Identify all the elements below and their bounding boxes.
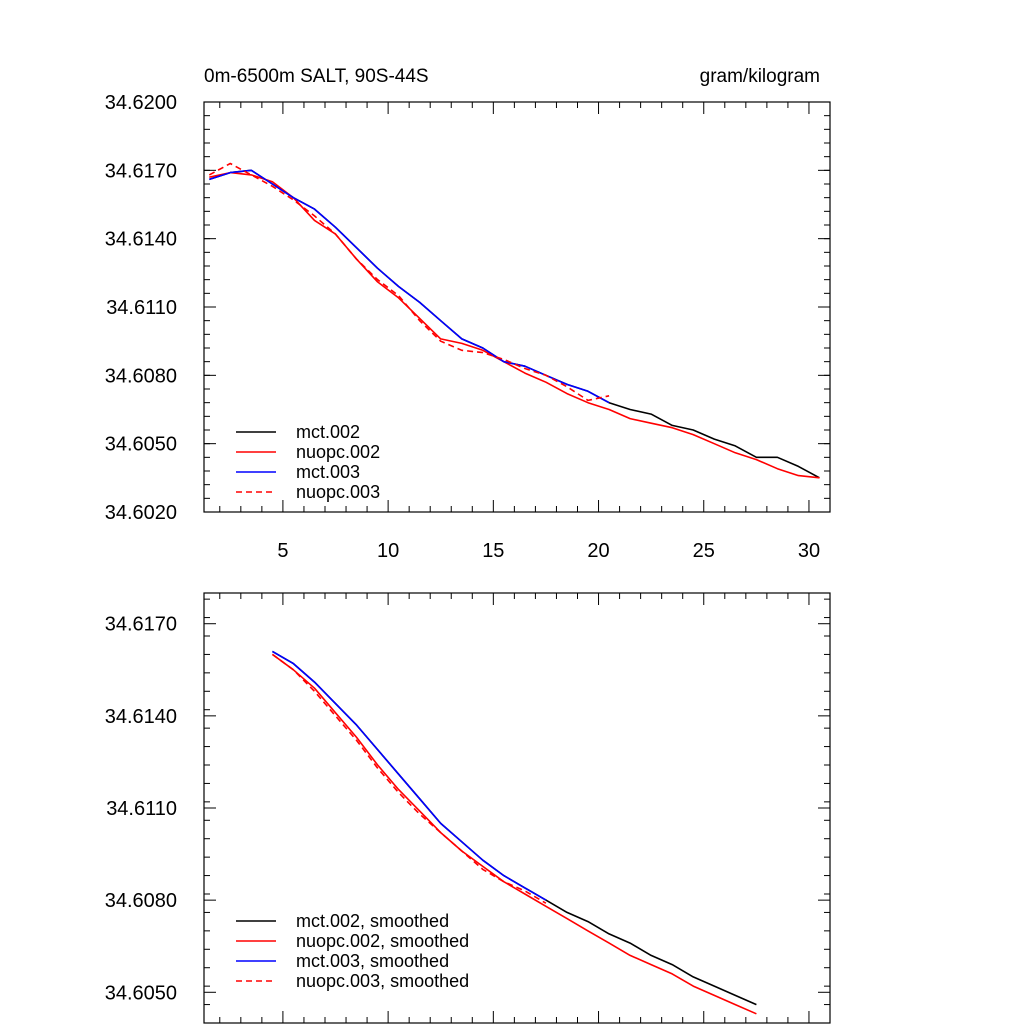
bottom-series-line-2 [271,650,547,901]
bottom-panel: 34.6050 34.6080 34.6110 34.6140 34.6170 mct.… [105,592,831,1024]
top-x-tick-label: 10 [377,540,399,562]
top-legend-label-3: nuopc.003 [296,482,380,502]
bottom-plot-frame [203,592,831,1024]
top-legend-label-2: mct.003 [296,462,360,482]
bottom-legend-label-2: mct.003, smoothed [296,951,449,971]
bottom-series-line-1 [271,653,757,1015]
top-panel-title: 0m-6500m SALT, 90S-44S [204,66,429,87]
top-y-tick-label: 34.6140 [105,229,177,251]
top-legend-label-1: nuopc.002 [296,442,380,462]
top-x-tick-label: 30 [798,540,820,562]
top-y-tick-label: 34.6170 [105,160,177,182]
top-y-tick-label: 34.6020 [105,502,177,524]
top-y-tick-label: 34.6110 [106,297,177,319]
top-x-tick-label: 25 [693,540,715,562]
bottom-y-tick-label: 34.6170 [105,614,177,636]
top-x-tick-label: 15 [482,540,504,562]
bottom-y-tick-label: 34.6140 [105,706,177,728]
bottom-y-tick-label: 34.6110 [106,798,177,820]
top-series-line-1 [209,171,820,479]
bottom-legend-label-0: mct.002, smoothed [296,911,449,931]
bottom-y-tick-label: 34.6050 [105,982,177,1004]
top-y-tick-label: 34.6050 [105,434,177,456]
top-x-tick-label: 5 [277,540,288,562]
top-x-tick-label: 20 [587,540,609,562]
top-panel: 0m-6500m SALT, 90S-44S gram/kilogram 34.… [105,66,831,562]
top-plot-frame [203,101,831,513]
bottom-series-line-3 [271,653,547,904]
top-series-line-2 [209,169,610,404]
top-series-line-3 [208,162,610,402]
top-y-tick-label: 34.6080 [105,365,177,387]
bottom-legend-label-3: nuopc.003, smoothed [296,971,469,991]
top-panel-units: gram/kilogram [700,66,820,87]
bottom-legend-label-1: nuopc.002, smoothed [296,931,469,951]
bottom-y-tick-label: 34.6080 [105,890,177,912]
top-legend-label-0: mct.002 [296,422,360,442]
top-y-tick-label: 34.6200 [105,92,177,114]
